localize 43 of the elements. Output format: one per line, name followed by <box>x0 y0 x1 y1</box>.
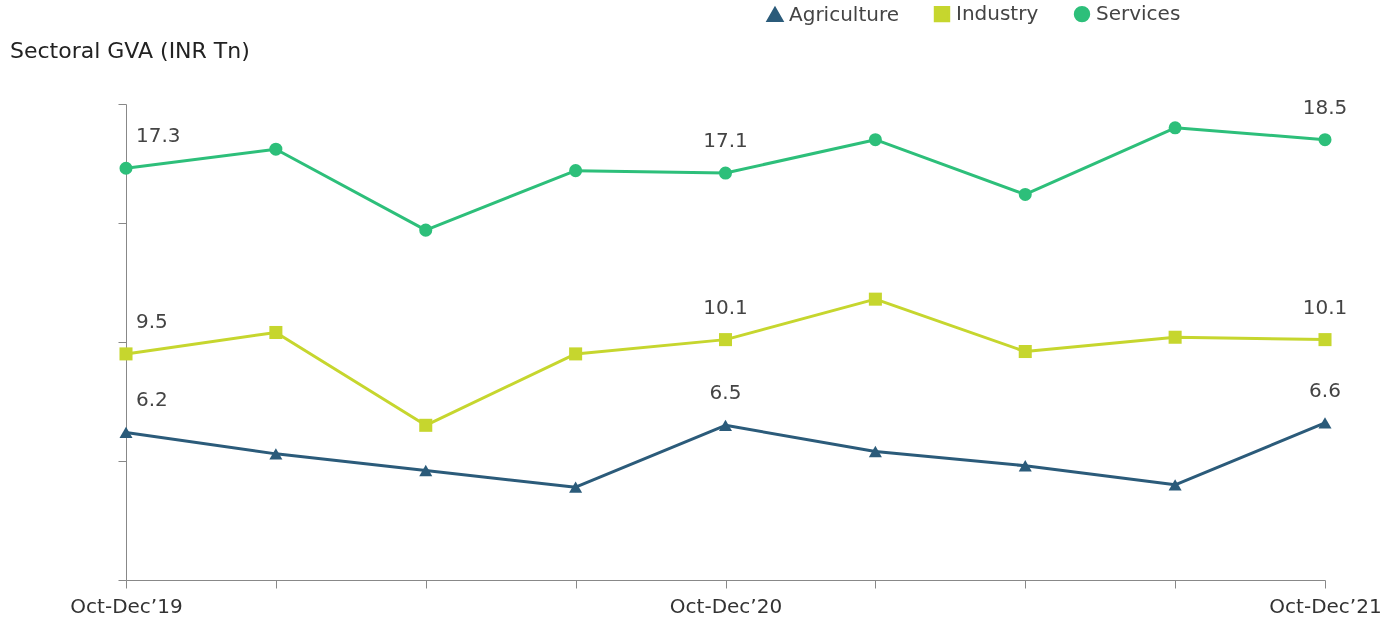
point <box>1318 333 1332 347</box>
legend-label: Services <box>1096 1 1181 26</box>
point <box>1318 417 1332 429</box>
x-tick-label: Oct-Dec’21 <box>1269 593 1382 618</box>
point <box>1168 121 1182 135</box>
data-label: 6.2 <box>136 387 168 412</box>
point <box>868 445 882 458</box>
point <box>569 481 583 493</box>
point <box>269 142 283 156</box>
point <box>868 133 882 147</box>
legend-label: Agriculture <box>789 1 899 26</box>
point <box>569 164 583 178</box>
point <box>1018 187 1032 201</box>
point <box>1018 345 1032 359</box>
x-tick-label: Oct-Dec’19 <box>70 593 183 618</box>
point <box>119 161 133 175</box>
data-label: 18.5 <box>1302 94 1348 119</box>
point <box>718 166 733 180</box>
point <box>269 325 283 339</box>
legend-label: Industry <box>956 1 1039 26</box>
chart-title: Sectoral GVA (INR Tn) <box>10 38 250 63</box>
point <box>419 223 433 237</box>
data-label: 17.1 <box>703 128 748 153</box>
x-tick-label: Oct-Dec’20 <box>669 593 783 618</box>
point <box>269 448 283 460</box>
point <box>419 418 433 432</box>
data-label: 6.5 <box>709 380 742 405</box>
data-label: 10.1 <box>703 294 748 319</box>
data-label: 9.5 <box>136 308 168 333</box>
point <box>419 464 433 477</box>
point <box>718 419 733 431</box>
data-label: 17.3 <box>136 123 181 148</box>
data-label: 6.6 <box>1309 377 1341 402</box>
data-label: 10.1 <box>1302 294 1348 319</box>
point <box>1318 133 1332 147</box>
point <box>1168 330 1182 344</box>
point <box>1018 460 1032 472</box>
point <box>868 292 882 306</box>
point <box>119 426 133 439</box>
point <box>1168 479 1182 491</box>
point <box>119 347 133 361</box>
point <box>718 333 733 347</box>
point <box>569 347 583 361</box>
